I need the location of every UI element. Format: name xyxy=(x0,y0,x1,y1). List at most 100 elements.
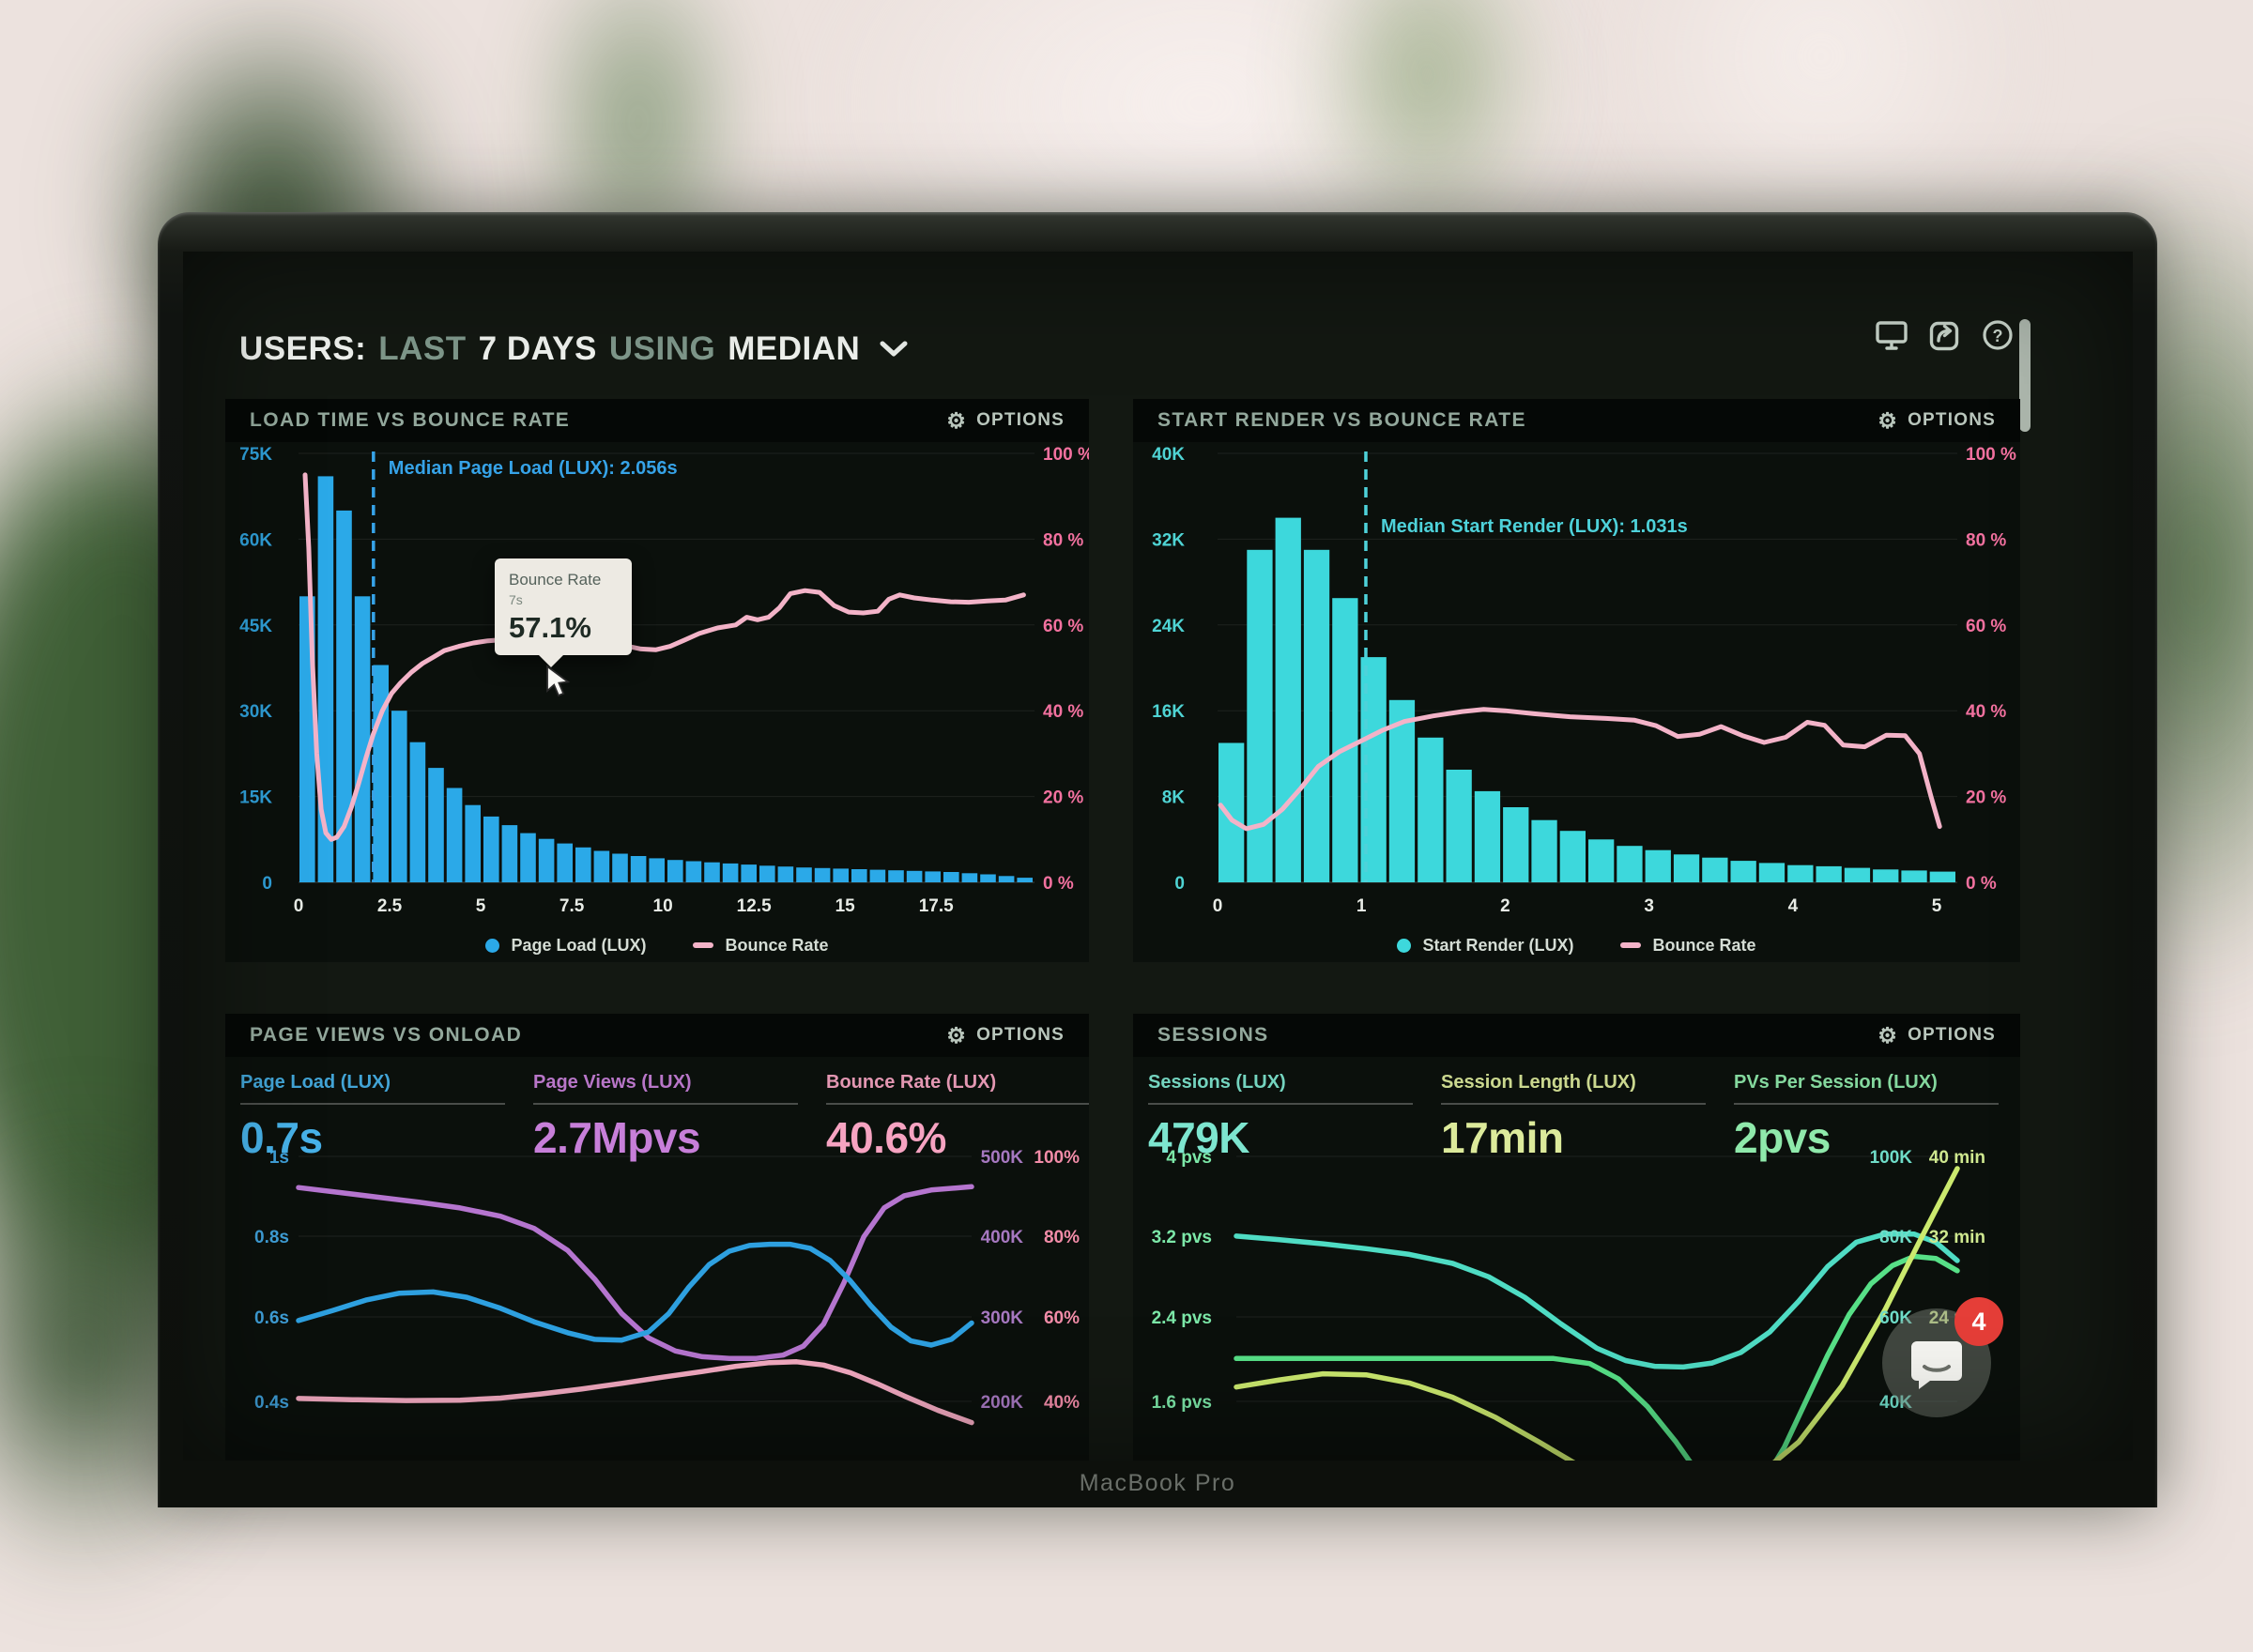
options-button[interactable]: ⚙︎ OPTIONS xyxy=(946,1022,1065,1048)
stat-label: Page Load (LUX) xyxy=(240,1072,391,1093)
title-segment: MEDIAN xyxy=(728,330,861,367)
svg-text:1s: 1s xyxy=(269,1148,289,1168)
stat-label: Session Length (LUX) xyxy=(1441,1072,1636,1093)
gear-icon: ⚙︎ xyxy=(946,1022,968,1048)
start-render-bounce-rate-chart[interactable]: 40K 100 % 32K 80 % 24K 60 % 16K 40 % 8K 20 % 0 0 % M… xyxy=(1133,442,2020,925)
svg-text:0: 0 xyxy=(294,896,304,916)
chart-legend: Page Load (LUX) Bounce Rate xyxy=(225,929,1089,961)
svg-text:24K: 24K xyxy=(1152,617,1185,636)
tooltip-subtitle: 7s xyxy=(509,592,523,607)
legend-label: Page Load (LUX) xyxy=(511,935,647,955)
options-button[interactable]: ⚙︎ OPTIONS xyxy=(1878,1022,1996,1048)
panel-title: SESSIONS xyxy=(1157,1024,1269,1046)
tooltip-box: Bounce Rate 7s 57.1% xyxy=(495,558,632,667)
stat-divider xyxy=(240,1103,505,1105)
svg-text:0.6s: 0.6s xyxy=(254,1308,289,1328)
svg-text:80%: 80% xyxy=(1044,1228,1080,1247)
panel-title: START RENDER VS BOUNCE RATE xyxy=(1157,409,1526,431)
panel-title: LOAD TIME VS BOUNCE RATE xyxy=(250,409,571,431)
mouse-cursor-icon xyxy=(546,665,571,697)
svg-text:3.2 pvs: 3.2 pvs xyxy=(1152,1228,1212,1247)
laptop: MacBook Pro USERS: LAST 7 DAYS USING MEDIAN xyxy=(158,212,2157,1507)
svg-text:100 %: 100 % xyxy=(1043,445,1089,465)
svg-text:20 %: 20 % xyxy=(1043,788,1083,808)
help-icon[interactable]: ? xyxy=(1982,319,2014,351)
svg-text:8K: 8K xyxy=(1162,788,1186,808)
svg-text:0 %: 0 % xyxy=(1043,874,1074,894)
title-segment: USERS: xyxy=(239,330,367,367)
svg-text:0 %: 0 % xyxy=(1966,874,1997,894)
stat-session-length: Session Length (LUX) 17min xyxy=(1441,1057,1734,1163)
svg-text:Median Page Load (LUX): 2.056s: Median Page Load (LUX): 2.056s xyxy=(389,458,678,479)
svg-text:60 %: 60 % xyxy=(1966,617,2006,636)
legend-dash-icon xyxy=(1620,942,1642,948)
panel-header: PAGE VIEWS VS ONLOAD ⚙︎ OPTIONS xyxy=(225,1014,1089,1057)
svg-text:60 %: 60 % xyxy=(1043,617,1083,636)
legend-label: Bounce Rate xyxy=(1652,935,1756,955)
notification-badge: 4 xyxy=(1954,1297,2003,1346)
legend-label: Start Render (LUX) xyxy=(1422,935,1574,955)
panel-sessions: SESSIONS ⚙︎ OPTIONS Sessions (LUX) 479K … xyxy=(1133,1014,2020,1461)
svg-text:0: 0 xyxy=(1174,874,1185,894)
display-icon[interactable] xyxy=(1875,319,1908,351)
title-segment: USING xyxy=(608,330,716,367)
options-button[interactable]: ⚙︎ OPTIONS xyxy=(1878,407,1996,433)
legend-dash-icon xyxy=(693,942,714,948)
svg-text:32 min: 32 min xyxy=(1929,1228,1985,1247)
svg-text:80 %: 80 % xyxy=(1966,530,2006,550)
svg-text:75K: 75K xyxy=(239,445,272,465)
svg-text:?: ? xyxy=(1993,327,2003,345)
gear-icon: ⚙︎ xyxy=(1878,407,1899,433)
svg-text:2.5: 2.5 xyxy=(377,896,403,916)
sessions-chart[interactable]: 4 pvs 100K 40 min 3.2 pvs 80K 32 min 2.4 pvs 60… xyxy=(1133,1148,2020,1461)
stat-label: Sessions (LUX) xyxy=(1148,1072,1286,1093)
chart-legend: Start Render (LUX) Bounce Rate xyxy=(1133,929,2020,961)
share-icon[interactable] xyxy=(1929,319,1961,351)
stats-row: Page Load (LUX) 0.7s Page Views (LUX) 2.… xyxy=(240,1057,1089,1163)
svg-text:0: 0 xyxy=(1213,896,1223,916)
svg-text:30K: 30K xyxy=(239,702,272,722)
svg-text:5: 5 xyxy=(476,896,486,916)
title-segment: 7 DAYS xyxy=(478,330,597,367)
svg-text:45K: 45K xyxy=(239,617,272,636)
svg-text:15K: 15K xyxy=(239,788,272,808)
stat-label: Bounce Rate (LUX) xyxy=(826,1072,997,1093)
legend-label: Bounce Rate xyxy=(725,935,829,955)
chat-launcher-button[interactable]: 4 xyxy=(1882,1297,2003,1417)
svg-text:Median Start Render (LUX): 1.0: Median Start Render (LUX): 1.031s xyxy=(1381,516,1688,537)
panel-header: START RENDER VS BOUNCE RATE ⚙︎ OPTIONS xyxy=(1133,399,2020,442)
page-views-onload-chart[interactable]: 1s 500K 100% 0.8s 400K 80% 0.6s 300K 60% 0.4s 200K… xyxy=(225,1148,1089,1461)
load-time-bounce-rate-chart[interactable]: 75K 100 % 60K 80 % 45K 60 % 30K 40 % 15K 20 % 0 0 %… xyxy=(225,442,1089,925)
svg-text:5: 5 xyxy=(1932,896,1942,916)
stat-divider xyxy=(1734,1103,1999,1105)
scrollbar[interactable] xyxy=(2019,319,2031,432)
gear-icon: ⚙︎ xyxy=(946,407,968,433)
chevron-down-icon xyxy=(880,341,908,357)
panel-header: SESSIONS ⚙︎ OPTIONS xyxy=(1133,1014,2020,1057)
svg-text:100K: 100K xyxy=(1870,1148,1913,1168)
svg-text:17.5: 17.5 xyxy=(919,896,954,916)
svg-text:80K: 80K xyxy=(1879,1228,1912,1247)
header-toolbar: ? xyxy=(1875,319,2014,351)
laptop-brand-text: MacBook Pro xyxy=(1079,1470,1236,1496)
page-title: USERS: LAST 7 DAYS USING MEDIAN xyxy=(239,330,860,368)
stat-label: Page Views (LUX) xyxy=(533,1072,692,1093)
svg-text:60K: 60K xyxy=(239,530,272,550)
legend-item: Bounce Rate xyxy=(1620,935,1756,956)
svg-text:7.5: 7.5 xyxy=(559,896,585,916)
users-period-dropdown[interactable]: USERS: LAST 7 DAYS USING MEDIAN xyxy=(239,330,908,368)
stat-divider xyxy=(1441,1103,1706,1105)
svg-text:40 min: 40 min xyxy=(1929,1148,1985,1168)
svg-text:400K: 400K xyxy=(981,1228,1024,1247)
svg-text:16K: 16K xyxy=(1152,702,1185,722)
svg-text:2.4 pvs: 2.4 pvs xyxy=(1152,1308,1212,1328)
svg-text:500K: 500K xyxy=(981,1148,1024,1168)
svg-text:40%: 40% xyxy=(1044,1393,1080,1413)
svg-text:80 %: 80 % xyxy=(1043,530,1083,550)
legend-item: Start Render (LUX) xyxy=(1397,936,1573,956)
svg-text:10: 10 xyxy=(653,896,673,916)
options-button[interactable]: ⚙︎ OPTIONS xyxy=(946,407,1065,433)
stat-divider xyxy=(1148,1103,1413,1105)
stat-divider xyxy=(826,1103,1089,1105)
gear-icon: ⚙︎ xyxy=(1878,1022,1899,1048)
